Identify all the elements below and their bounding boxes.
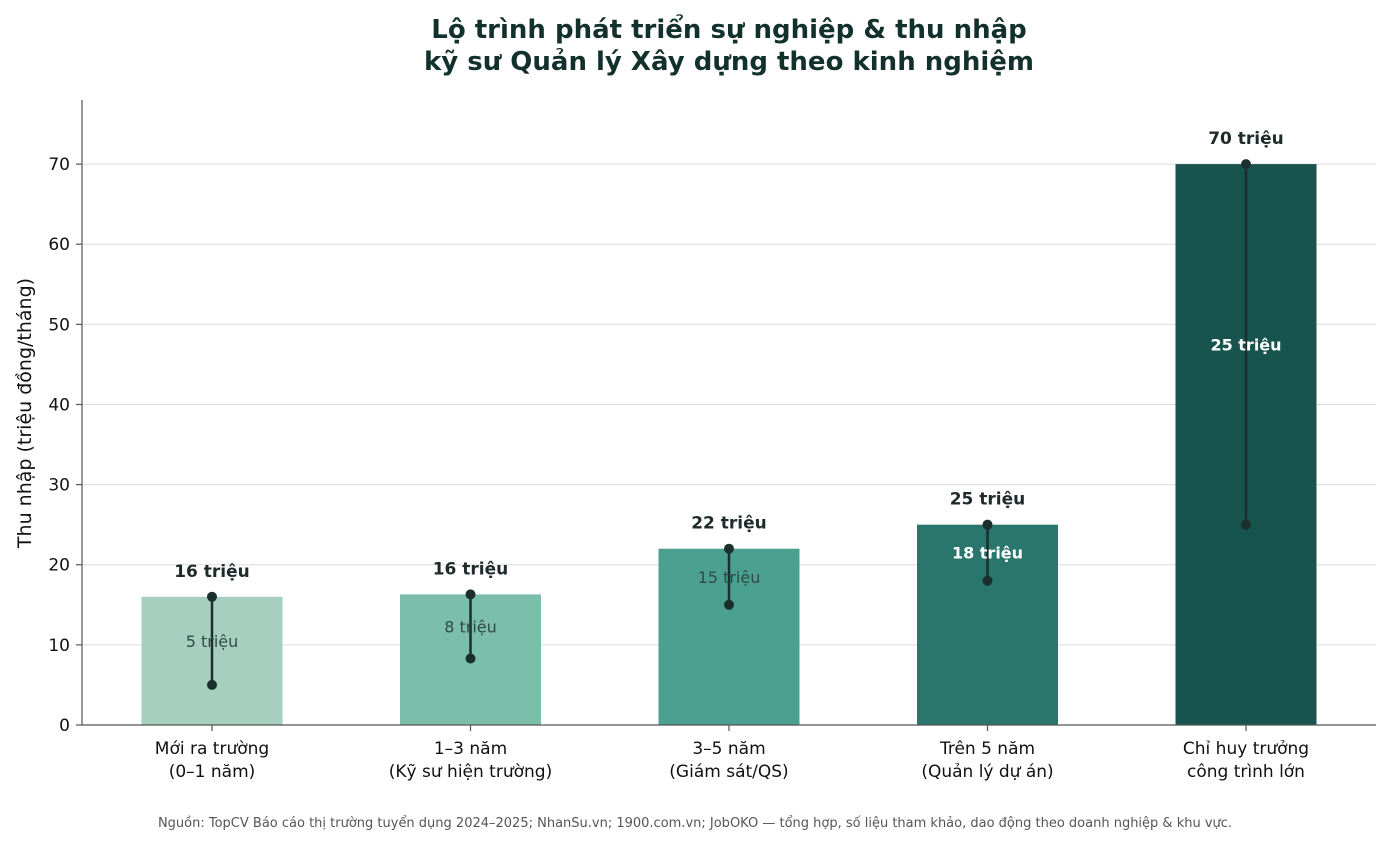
min-value-label: 25 triệu — [1210, 335, 1281, 354]
y-tick-label: 20 — [48, 556, 70, 576]
range-max-point — [207, 591, 217, 602]
max-value-label: 16 triệu — [174, 562, 250, 582]
source-note: Nguồn: TopCV Báo cáo thị trường tuyển dụ… — [158, 816, 1232, 831]
x-tick-label: 1–3 năm — [434, 739, 507, 759]
range-min-point — [724, 599, 734, 610]
y-tick-label: 0 — [59, 716, 70, 736]
range-max-point — [982, 519, 993, 530]
y-tick-label: 30 — [48, 476, 70, 496]
range-max-point — [1241, 159, 1251, 170]
bars — [141, 164, 1317, 726]
range-min-point — [207, 679, 217, 690]
x-tick-label: (Kỹ sư hiện trường) — [389, 762, 552, 782]
range-min-point — [982, 575, 993, 586]
x-tick-label: Chỉ huy trưởng — [1183, 739, 1309, 759]
x-tick-label: (Giám sát/QS) — [669, 762, 788, 782]
x-tick-label: Trên 5 năm — [939, 739, 1035, 759]
x-tick-label: 3–5 năm — [692, 739, 765, 759]
x-tick-label: công trình lớn — [1187, 762, 1305, 782]
range-markers — [207, 159, 1251, 690]
max-value-label: 16 triệu — [433, 559, 509, 579]
min-value-label: 15 triệu — [698, 568, 761, 587]
gridlines — [82, 163, 1376, 646]
max-value-label: 25 triệu — [950, 490, 1026, 510]
x-tick-label: Mới ra trường — [155, 739, 269, 759]
y-tick-label: 10 — [48, 636, 70, 656]
x-tick-label: (0–1 năm) — [169, 762, 256, 782]
min-value-label: 5 triệu — [186, 632, 239, 651]
range-min-point — [1241, 519, 1251, 530]
y-tick-label: 60 — [48, 235, 70, 255]
x-tick-label: (Quản lý dự án) — [921, 762, 1053, 782]
range-max-point — [465, 589, 476, 600]
chart-title-line-1: Lộ trình phát triển sự nghiệp & thu nhập — [431, 12, 1027, 45]
min-value-label: 18 triệu — [952, 544, 1023, 563]
y-tick-label: 70 — [48, 155, 70, 175]
max-value-label: 70 triệu — [1208, 129, 1284, 149]
min-value-label: 8 triệu — [444, 617, 497, 636]
chart-title-line-2: kỹ sư Quản lý Xây dựng theo kinh nghiệm — [424, 46, 1034, 77]
y-tick-label: 40 — [48, 395, 70, 415]
max-value-label: 22 triệu — [691, 514, 767, 534]
y-ticks: 0 10 20 30 40 50 60 70 — [48, 155, 82, 736]
x-ticks: Mới ra trường (0–1 năm) 1–3 năm (Kỹ sư hiện… — [155, 725, 1309, 782]
y-axis-label: Thu nhập (triệu đồng/tháng) — [14, 278, 36, 549]
range-min-point — [465, 653, 476, 664]
data-labels: 16 triệu 5 triệu 16 triệu 8 triệu 22 triệu 15… — [174, 129, 1284, 651]
range-max-point — [724, 543, 734, 554]
y-tick-label: 50 — [48, 315, 70, 335]
